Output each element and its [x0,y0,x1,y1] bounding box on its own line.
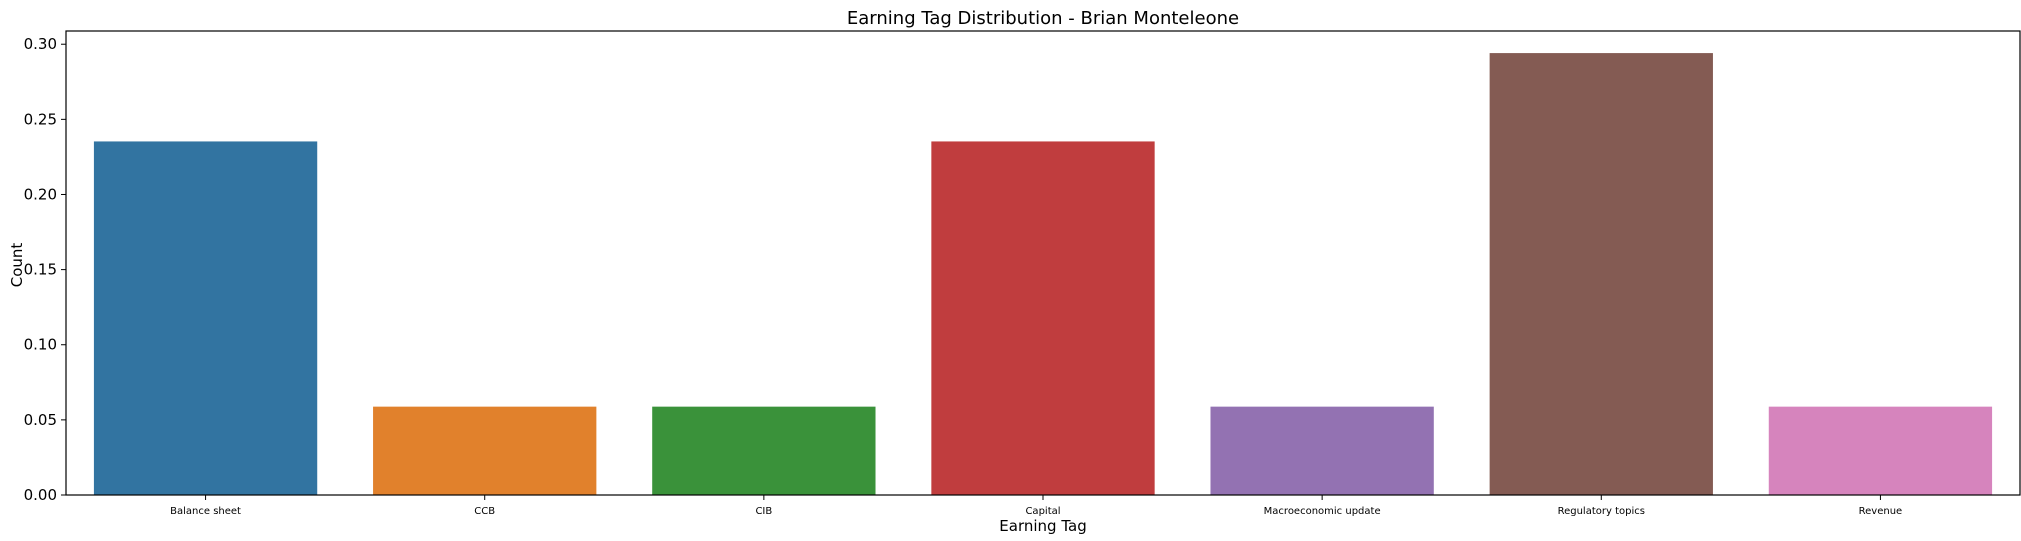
plot-area [93,53,1993,496]
x-tick-label: Capital [1025,506,1060,517]
y-tick-label: 0.00 [24,486,57,504]
y-axis: 0.00 0.05 0.10 0.15 0.20 0.25 0.30 [24,35,66,504]
y-tick-label: 0.20 [24,185,57,203]
x-tick-label: Revenue [1859,506,1903,517]
plot-frame [65,30,2021,496]
bar-cib [652,406,876,495]
x-tick-label: Balance sheet [170,506,241,517]
bar-balance-sheet [93,141,318,495]
x-tick-label: CIB [755,506,772,517]
chart-title: Earning Tag Distribution - Brian Montele… [847,8,1239,29]
y-tick-label: 0.10 [24,336,57,354]
y-tick-label: 0.25 [24,110,57,128]
bar-revenue [1768,406,1993,495]
bar-macroeconomic-update [1210,406,1434,495]
y-tick-label: 0.05 [24,411,57,429]
y-tick-label: 0.15 [24,261,57,279]
y-tick-label: 0.30 [24,35,57,53]
x-tick-label: CCB [474,506,495,517]
bar-regulatory-topics [1489,53,1713,496]
x-axis-title: Earning Tag [999,517,1086,535]
bar-ccb [373,406,597,495]
y-axis-title: Count [8,243,26,288]
x-tick-label: Regulatory topics [1558,506,1645,517]
bar-capital [931,141,1155,495]
x-axis: Balance sheet CCB CIB Capital Macroeconomic … [170,495,1902,517]
x-tick-label: Macroeconomic update [1264,506,1381,517]
